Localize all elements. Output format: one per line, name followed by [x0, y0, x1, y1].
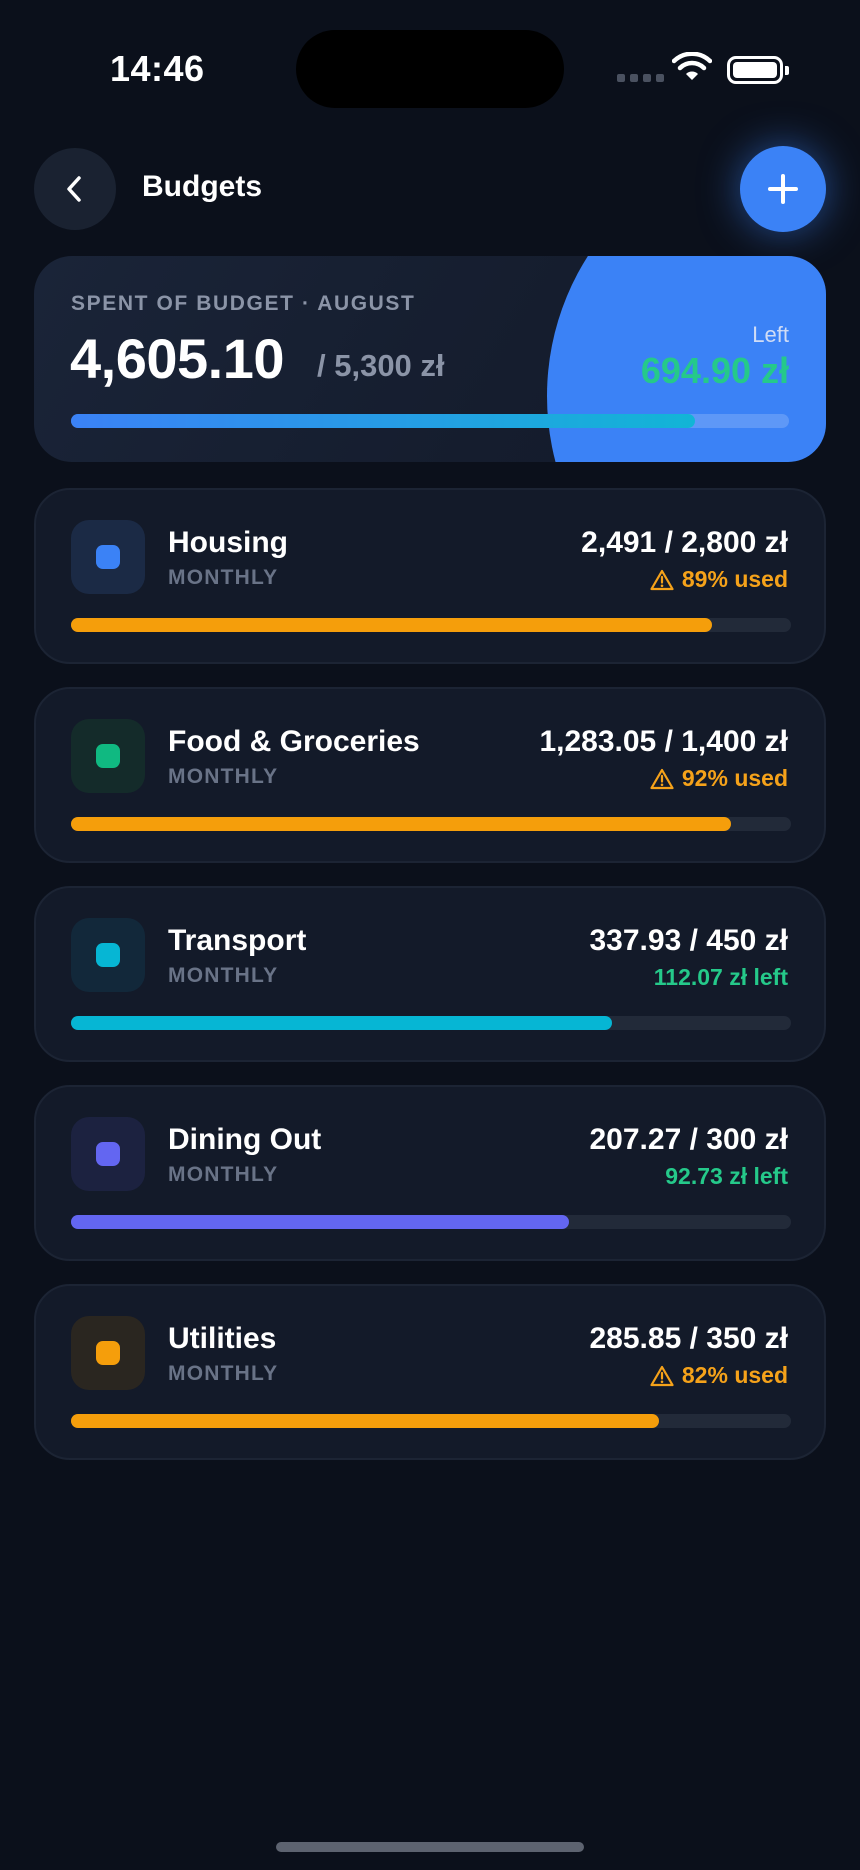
budget-name: Housing [168, 526, 288, 559]
category-icon-box [71, 918, 145, 992]
wifi-icon [672, 52, 712, 80]
summary-progress-bar [71, 414, 695, 428]
category-icon-box [71, 719, 145, 793]
plus-icon [768, 174, 798, 204]
budget-card[interactable]: Dining Out MONTHLY 207.27 / 300 zł 92.73… [34, 1085, 826, 1261]
back-button[interactable] [34, 148, 116, 230]
budget-period: MONTHLY [168, 1362, 279, 1385]
budget-name: Transport [168, 924, 307, 957]
status-bar: 14:46 [0, 0, 860, 140]
budget-status: 89% used [650, 566, 788, 593]
budget-progress-bar [71, 1414, 660, 1428]
summary-left-amount: 694.90 zł [640, 350, 789, 391]
square-icon [96, 744, 120, 768]
budget-progress-bar [71, 1016, 612, 1030]
category-icon-box [71, 1316, 145, 1390]
budget-progress-track [71, 1016, 791, 1030]
budget-amount: 337.93 / 450 zł [589, 924, 789, 957]
add-budget-button[interactable] [740, 146, 826, 232]
budget-summary-card[interactable]: SPENT OF BUDGET · AUGUST 4,605.10 / 5,30… [34, 256, 826, 462]
budget-status: 82% used [650, 1362, 788, 1389]
budget-card[interactable]: Food & Groceries MONTHLY 1,283.05 / 1,40… [34, 687, 826, 863]
budget-amount: 285.85 / 350 zł [589, 1322, 789, 1355]
summary-spent-amount: 4,605.10 [70, 327, 284, 390]
summary-label: SPENT OF BUDGET · AUGUST [71, 292, 416, 315]
budget-status: 112.07 zł left [654, 964, 788, 991]
budget-period: MONTHLY [168, 566, 279, 589]
budget-card[interactable]: Utilities MONTHLY 285.85 / 350 zł 82% us… [34, 1284, 826, 1460]
home-indicator [276, 1842, 584, 1852]
warning-icon [650, 569, 674, 590]
square-icon [96, 545, 120, 569]
budget-amount: 2,491 / 2,800 zł [581, 526, 788, 559]
budget-progress-track [71, 1215, 791, 1229]
square-icon [96, 1142, 120, 1166]
budget-status-text: 82% used [681, 1362, 788, 1388]
budget-status: 92% used [650, 765, 788, 792]
budget-status-text: 92% used [681, 765, 788, 791]
warning-icon [650, 768, 674, 789]
battery-icon [727, 56, 789, 84]
budget-progress-bar [71, 618, 712, 632]
category-icon-box [71, 520, 145, 594]
page-title: Budgets [142, 170, 262, 203]
summary-progress-track [71, 414, 789, 428]
status-time: 14:46 [110, 48, 205, 89]
warning-icon [650, 1365, 674, 1386]
budget-name: Utilities [168, 1322, 277, 1355]
square-icon [96, 1341, 120, 1365]
budget-progress-bar [71, 817, 732, 831]
budget-progress-bar [71, 1215, 569, 1229]
budget-card[interactable]: Housing MONTHLY 2,491 / 2,800 zł 89% use… [34, 488, 826, 664]
budget-period: MONTHLY [168, 765, 279, 788]
budget-period: MONTHLY [168, 1163, 279, 1186]
budget-status-text: 92.73 zł left [665, 1163, 788, 1189]
budget-status-text: 112.07 zł left [653, 964, 788, 990]
chevron-left-icon [67, 176, 81, 202]
budget-name: Food & Groceries [168, 725, 420, 758]
cellular-signal-icon [617, 74, 664, 82]
budget-status-text: 89% used [681, 566, 788, 592]
summary-total-amount: / 5,300 zł [317, 348, 445, 383]
budget-card[interactable]: Transport MONTHLY 337.93 / 450 zł 112.07… [34, 886, 826, 1062]
budget-period: MONTHLY [168, 964, 279, 987]
budget-amount: 207.27 / 300 zł [589, 1123, 789, 1156]
budget-progress-track [71, 1414, 791, 1428]
budget-name: Dining Out [168, 1123, 322, 1156]
summary-left-label: Left [752, 322, 789, 347]
budget-progress-track [71, 817, 791, 831]
square-icon [96, 943, 120, 967]
budget-amount: 1,283.05 / 1,400 zł [539, 725, 788, 758]
dynamic-island [296, 30, 564, 108]
budget-progress-track [71, 618, 791, 632]
budget-status: 92.73 zł left [665, 1163, 788, 1190]
category-icon-box [71, 1117, 145, 1191]
